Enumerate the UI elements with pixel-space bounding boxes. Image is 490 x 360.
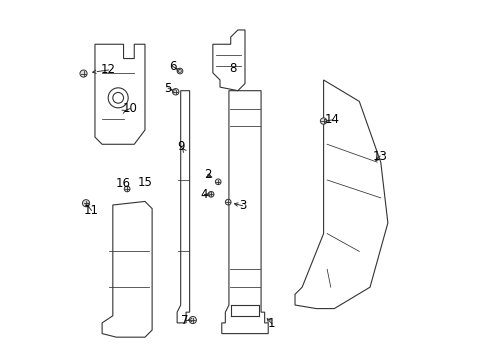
Text: 7: 7	[181, 314, 189, 327]
Text: 12: 12	[101, 63, 116, 76]
Text: 9: 9	[177, 140, 184, 153]
Circle shape	[172, 89, 179, 95]
Text: 14: 14	[325, 113, 340, 126]
Circle shape	[215, 179, 221, 185]
Text: 2: 2	[204, 168, 212, 181]
Text: 1: 1	[268, 317, 275, 330]
Text: 5: 5	[165, 82, 172, 95]
Circle shape	[320, 118, 327, 124]
Text: 15: 15	[138, 176, 152, 189]
Text: 16: 16	[115, 177, 130, 190]
Text: 10: 10	[122, 102, 137, 115]
Text: 11: 11	[84, 204, 99, 217]
Circle shape	[124, 186, 130, 192]
Circle shape	[208, 192, 214, 197]
Text: 8: 8	[229, 62, 236, 75]
Text: 4: 4	[200, 188, 208, 201]
Circle shape	[225, 199, 231, 205]
Text: 13: 13	[372, 149, 388, 163]
Text: 6: 6	[169, 60, 176, 73]
Circle shape	[189, 316, 196, 324]
Circle shape	[82, 200, 90, 207]
Circle shape	[177, 68, 183, 74]
Circle shape	[80, 70, 87, 77]
Text: 3: 3	[239, 199, 246, 212]
